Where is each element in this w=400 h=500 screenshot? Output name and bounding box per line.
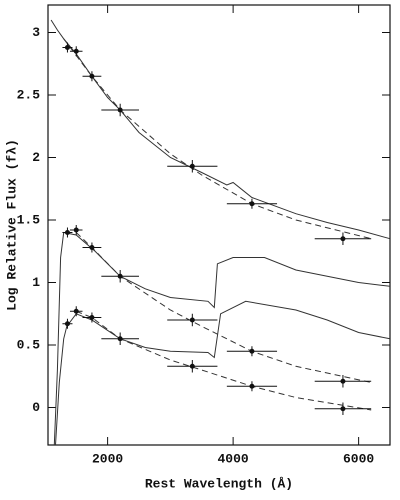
spectrum	[53, 231, 391, 446]
data-point	[89, 245, 95, 250]
data-point	[189, 163, 195, 169]
spectrum	[55, 300, 391, 446]
y-tick-label: 1.5	[17, 212, 41, 227]
model-curve	[75, 232, 372, 383]
spectrum	[50, 19, 391, 240]
data-point	[340, 406, 346, 412]
data-point	[73, 308, 79, 314]
data-point	[73, 48, 79, 54]
data-point	[189, 363, 195, 369]
data-point	[73, 227, 79, 233]
data-point	[64, 230, 70, 235]
data-point	[117, 107, 123, 113]
plot-frame	[47, 4, 391, 446]
y-tick-label: 0.5	[17, 337, 41, 352]
x-axis-label: Rest Wavelength (Å)	[145, 476, 293, 491]
y-tick-label: 0	[32, 400, 40, 415]
x-tick-label: 4000	[218, 451, 249, 466]
data-point	[89, 315, 95, 320]
data-point	[117, 336, 123, 342]
y-tick-label: 1	[32, 275, 40, 290]
data-point	[249, 348, 255, 354]
y-axis-label: Log Relative Flux (fλ)	[4, 139, 19, 311]
data-point	[189, 317, 195, 323]
data-point	[64, 45, 70, 50]
data-point	[249, 383, 255, 389]
model-curve	[76, 310, 372, 411]
data-point	[117, 273, 123, 279]
data-point	[340, 236, 346, 242]
data-point	[249, 201, 255, 207]
y-tick-label: 2	[32, 150, 40, 165]
y-tick-label: 2.5	[17, 87, 41, 102]
model-curve	[63, 38, 372, 240]
x-tick-label: 2000	[92, 451, 123, 466]
x-tick-label: 6000	[343, 451, 374, 466]
data-point	[89, 73, 95, 79]
data-point	[340, 378, 346, 384]
data-point	[64, 321, 70, 327]
y-tick-label: 3	[32, 25, 40, 40]
